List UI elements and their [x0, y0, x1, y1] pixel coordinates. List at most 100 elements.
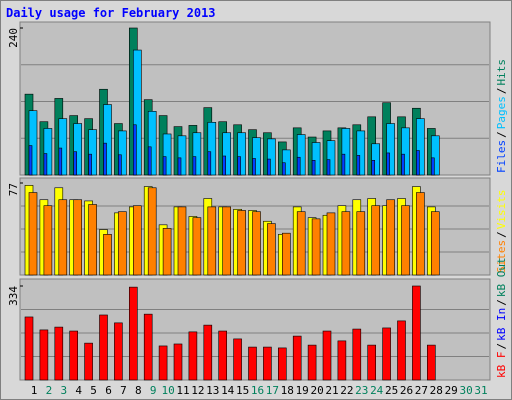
legend-label: Visits	[495, 190, 508, 230]
legend-label: kB F	[495, 352, 508, 379]
bar	[73, 199, 82, 276]
bar	[162, 228, 172, 276]
bar	[177, 157, 182, 176]
bar	[133, 205, 142, 276]
chart-title: Daily usage for February 2013	[6, 6, 216, 20]
x-tick-label: 12	[191, 384, 204, 397]
bar	[367, 344, 377, 381]
x-tick-label: 16	[251, 384, 264, 397]
x-tick-label: 8	[135, 384, 142, 397]
bar	[352, 328, 362, 381]
x-tick-label: 26	[400, 384, 413, 397]
legend-separator: /	[495, 343, 508, 350]
bar	[311, 218, 321, 276]
bar	[207, 206, 217, 276]
y-tick-label: 240	[7, 28, 20, 48]
bar	[118, 154, 122, 176]
bar	[207, 151, 212, 176]
bar	[237, 156, 241, 176]
bar	[207, 122, 217, 176]
bar	[307, 344, 317, 381]
y-tick-label: 334	[7, 286, 20, 306]
bar	[430, 211, 440, 276]
bar	[386, 152, 390, 176]
x-tick-label: 23	[355, 384, 368, 397]
bar	[133, 49, 142, 176]
x-tick-label: 4	[75, 384, 82, 397]
bar	[416, 118, 425, 176]
x-tick-label: 14	[221, 384, 235, 397]
bar	[43, 153, 48, 176]
bar	[129, 286, 138, 381]
bar	[88, 129, 97, 176]
bar	[401, 153, 405, 176]
bar	[28, 192, 38, 276]
x-tick-label: 10	[161, 384, 174, 397]
x-tick-label: 11	[176, 384, 189, 397]
bar	[401, 205, 410, 276]
x-tick-label: 20	[310, 384, 323, 397]
bar	[84, 342, 93, 381]
x-tick-label: 2	[46, 384, 53, 397]
bar	[371, 205, 381, 276]
legend-separator: /	[495, 131, 508, 138]
bar	[147, 146, 152, 176]
bar	[356, 211, 366, 276]
bar	[252, 211, 261, 276]
bar	[252, 158, 256, 176]
legend-label: Sites	[495, 240, 508, 273]
bar	[267, 158, 271, 176]
bar	[263, 346, 272, 381]
x-tick-label: 30	[459, 384, 472, 397]
legend-label: Hits	[495, 59, 508, 86]
bar	[222, 155, 226, 176]
legend-label: Files	[495, 140, 508, 173]
bar	[430, 157, 435, 176]
x-tick-label: 6	[105, 384, 112, 397]
legend-label: kB Out	[495, 257, 508, 297]
bar	[296, 156, 301, 176]
bar	[69, 330, 78, 381]
bar	[341, 211, 351, 276]
x-tick-label: 9	[150, 384, 157, 397]
x-tick-label: 5	[90, 384, 97, 397]
x-tick-label: 28	[430, 384, 443, 397]
bar	[356, 155, 361, 176]
bar	[237, 210, 246, 276]
bar	[192, 156, 197, 176]
x-tick-label: 19	[296, 384, 309, 397]
bar	[73, 123, 82, 176]
bar	[322, 330, 332, 381]
x-tick-label: 15	[236, 384, 249, 397]
bar	[326, 159, 331, 176]
bar	[28, 145, 33, 176]
bar	[162, 133, 172, 176]
x-tick-label: 25	[385, 384, 398, 397]
bar	[386, 123, 395, 176]
bar	[356, 130, 366, 176]
legend-separator: /	[495, 88, 508, 95]
bar	[58, 199, 68, 276]
bar	[267, 223, 276, 276]
bar	[54, 326, 64, 381]
bar	[371, 160, 376, 176]
bar	[311, 142, 321, 176]
bar	[386, 199, 395, 276]
bar	[237, 132, 246, 176]
legend-separator: /	[495, 231, 508, 238]
bar	[341, 153, 346, 176]
bar	[177, 135, 187, 176]
bar	[73, 151, 77, 176]
bar	[147, 187, 157, 276]
bar	[397, 320, 406, 381]
bar	[430, 135, 440, 176]
x-tick-label: 24	[370, 384, 384, 397]
x-tick-label: 7	[120, 384, 127, 397]
bar	[88, 204, 97, 276]
bar	[341, 128, 351, 176]
x-tick-label: 18	[281, 384, 294, 397]
bar	[99, 314, 108, 381]
legend-separator: /	[495, 299, 508, 306]
bar	[188, 331, 198, 381]
x-tick-label: 3	[60, 384, 67, 397]
